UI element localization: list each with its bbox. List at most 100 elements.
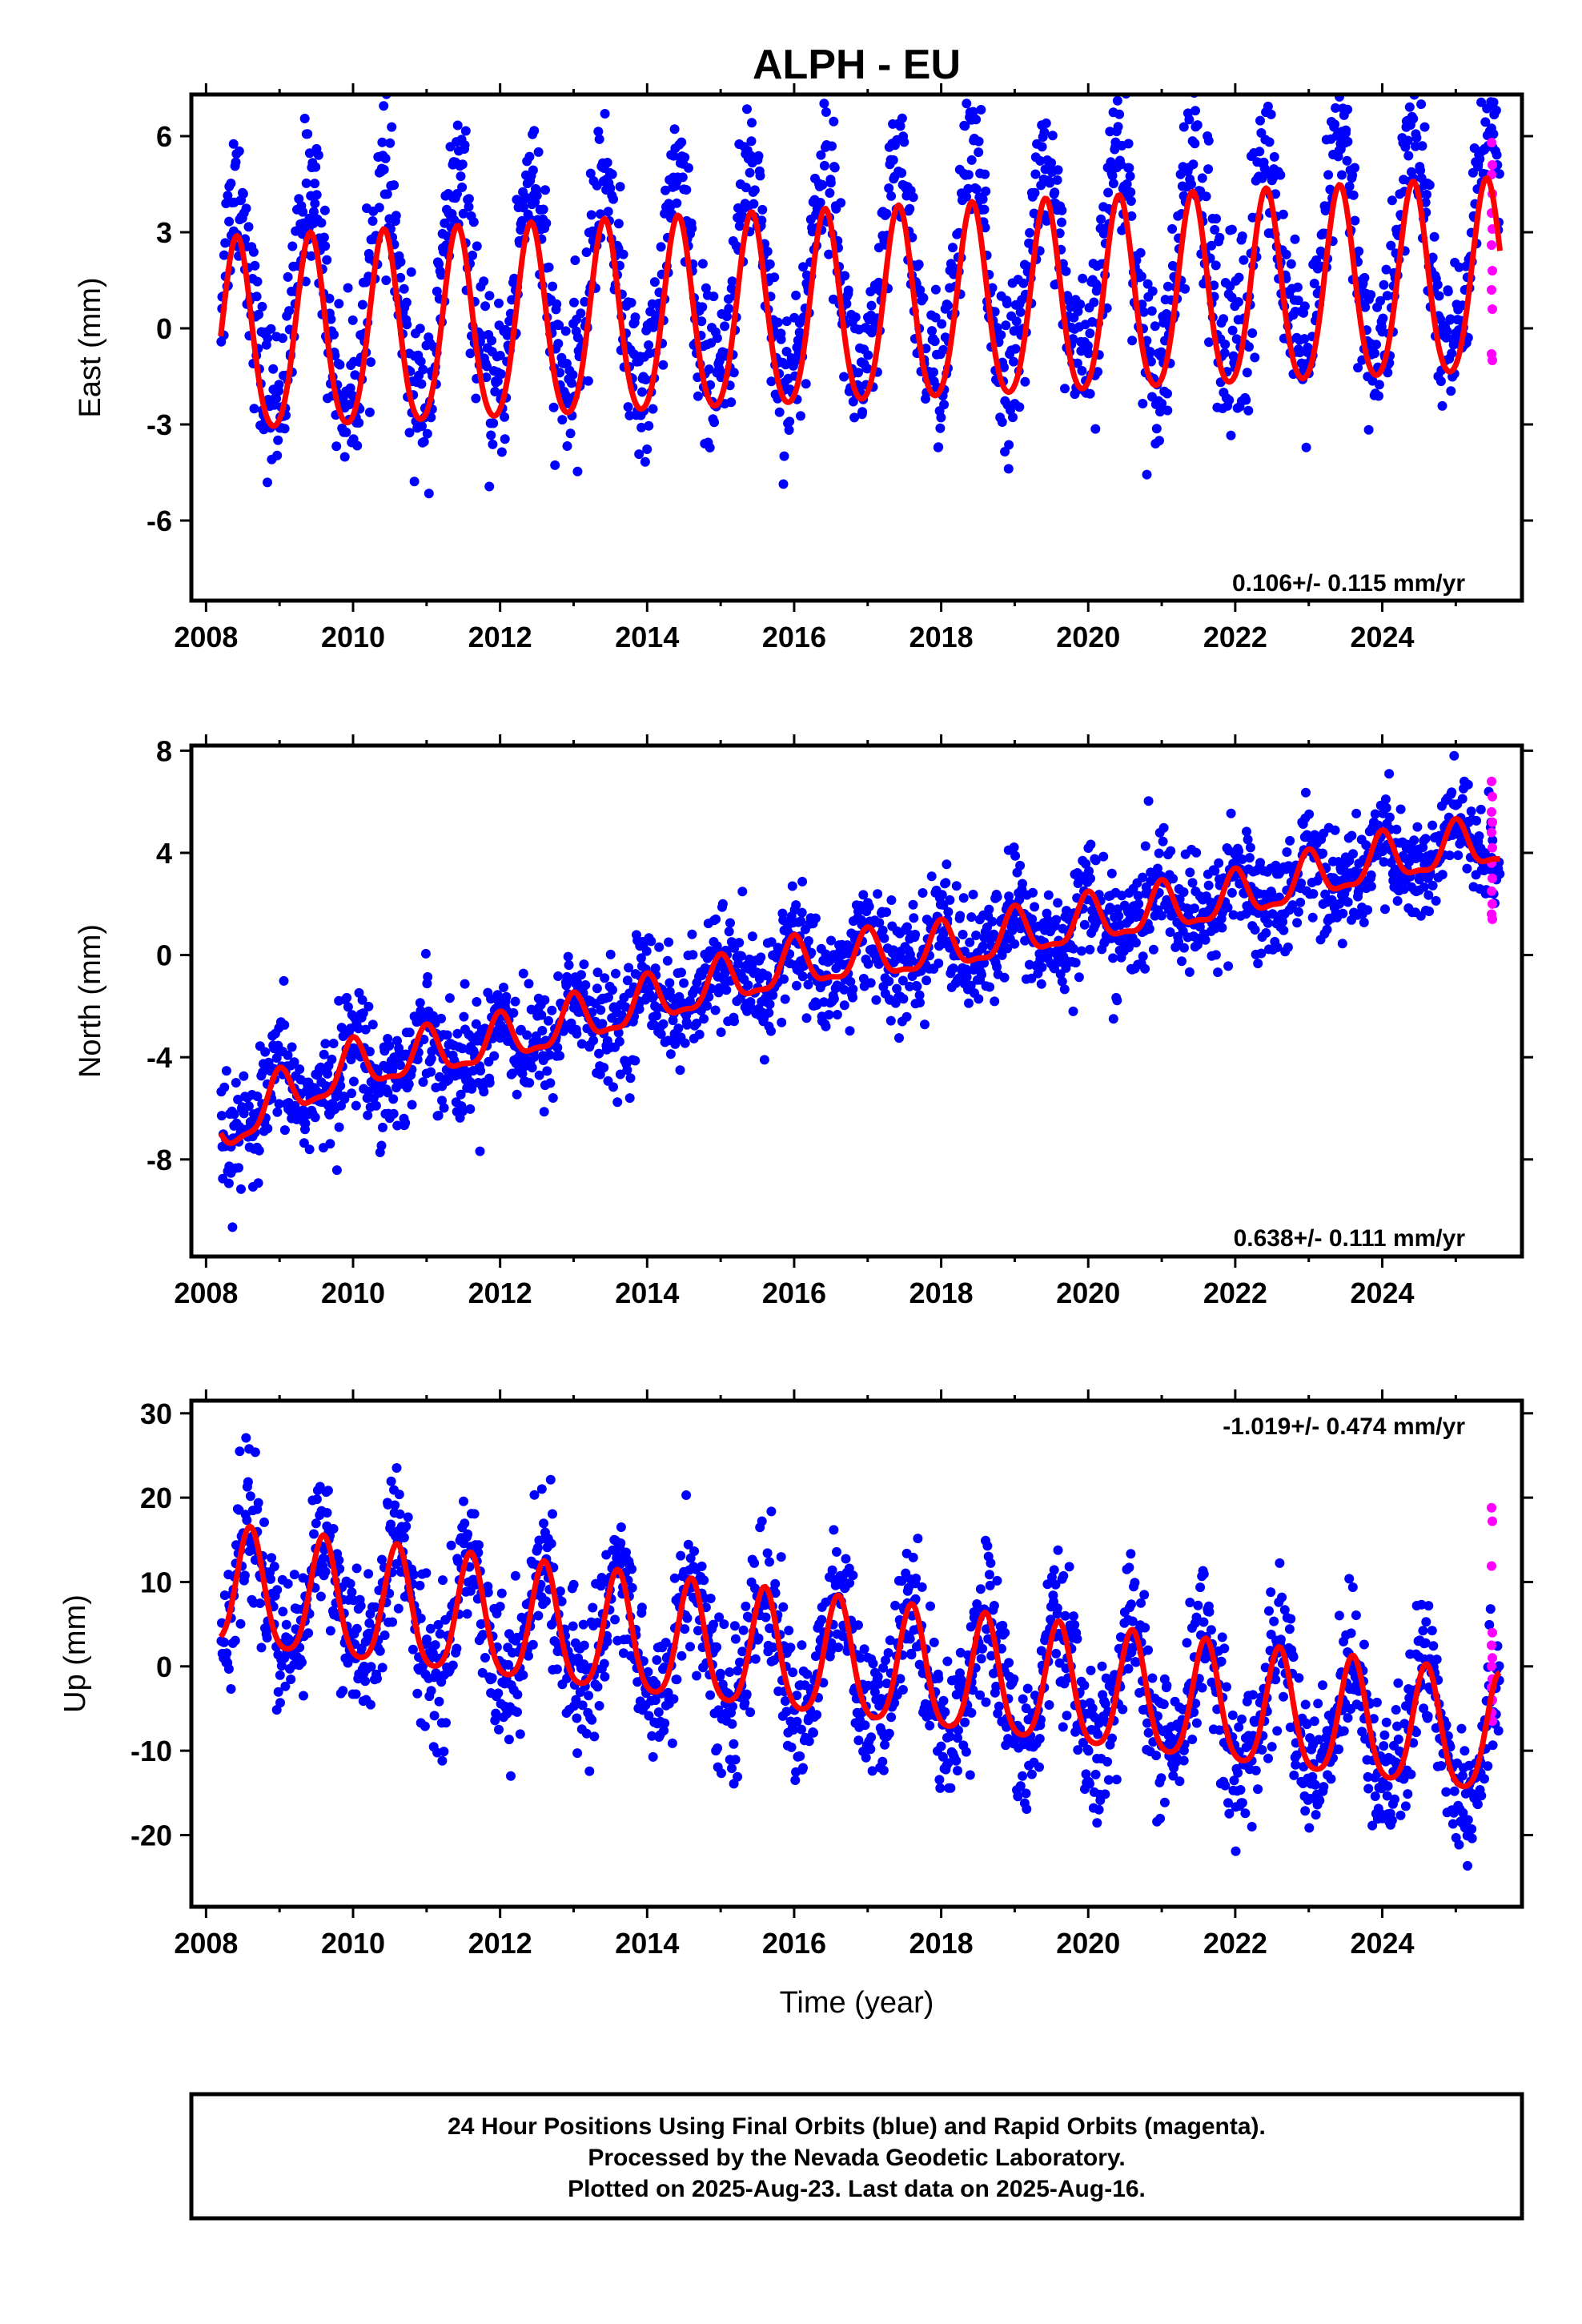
east-data-point	[1211, 214, 1222, 224]
east-data-point	[1350, 215, 1360, 226]
figure-title: ALPH - EU	[753, 42, 961, 88]
east-data-point	[927, 326, 937, 336]
up-data-point	[223, 1664, 234, 1674]
up-data-point	[618, 1648, 628, 1659]
north-data-point	[579, 959, 589, 970]
up-data-point	[226, 1684, 236, 1694]
east-data-point	[1075, 300, 1086, 309]
east-data-point	[1443, 287, 1453, 296]
north-data-point	[680, 1038, 690, 1048]
north-data-point	[467, 1084, 477, 1094]
east-data-point	[350, 370, 360, 380]
east-data-point	[524, 151, 535, 162]
up-data-point	[364, 1618, 375, 1628]
north-data-point	[747, 931, 757, 942]
up-data-point	[548, 1509, 557, 1519]
up-data-point	[459, 1496, 468, 1506]
up-data-point	[271, 1705, 282, 1715]
east-data-point	[1018, 278, 1029, 288]
east-data-point	[1295, 348, 1305, 358]
north-data-point	[364, 1047, 375, 1057]
east-data-point	[1408, 114, 1419, 124]
east-y-tick-label: 6	[156, 120, 172, 153]
north-data-point	[721, 985, 732, 995]
up-data-point	[533, 1610, 544, 1621]
north-data-point	[234, 1163, 243, 1173]
east-data-point	[602, 158, 612, 167]
north-data-point	[1292, 918, 1303, 928]
up-data-point	[273, 1687, 283, 1697]
east-data-point	[1203, 164, 1214, 175]
east-data-point	[656, 242, 666, 252]
north-data-point	[1261, 928, 1271, 938]
east-data-point	[1445, 314, 1456, 324]
north-data-point	[1293, 907, 1303, 917]
east-data-point	[1157, 398, 1167, 408]
north-data-point	[325, 1139, 335, 1149]
north-data-point	[289, 1057, 299, 1068]
up-data-point	[685, 1642, 695, 1652]
east-data-point	[1142, 279, 1153, 289]
up-data-point	[478, 1630, 488, 1640]
east-data-point	[538, 204, 548, 215]
up-data-point	[425, 1623, 436, 1634]
north-data-point	[917, 888, 928, 898]
up-data-point	[495, 1602, 505, 1612]
east-data-point	[1491, 105, 1501, 115]
north-data-point	[243, 1101, 254, 1112]
east-data-point	[1025, 227, 1035, 238]
up-data-point	[365, 1699, 375, 1710]
north-data-point	[1347, 830, 1357, 841]
east-data-point	[1155, 407, 1165, 417]
east-data-point	[1323, 170, 1334, 180]
north-data-point	[517, 1068, 528, 1079]
east-data-point	[1142, 469, 1152, 480]
east-data-point	[1124, 163, 1134, 173]
north-data-point	[254, 1145, 264, 1156]
north-data-point	[1014, 895, 1025, 905]
north-data-point	[1351, 808, 1362, 818]
east-data-point	[821, 107, 831, 117]
up-data-point	[370, 1602, 380, 1612]
north-data-point	[1338, 908, 1348, 919]
east-data-point	[1353, 363, 1363, 373]
east-data-point	[1090, 424, 1101, 434]
east-data-point	[709, 292, 719, 302]
east-data-point	[618, 249, 628, 259]
north-data-point	[1223, 961, 1234, 971]
east-data-point	[1344, 181, 1355, 191]
up-data-point	[644, 1711, 654, 1721]
north-data-point	[600, 973, 610, 983]
east-data-point	[1083, 348, 1094, 359]
east-data-point	[1197, 173, 1207, 183]
east-data-point	[568, 370, 578, 380]
east-data-point	[517, 215, 527, 226]
north-data-point	[1318, 848, 1328, 858]
north-data-point	[646, 936, 656, 947]
north-data-point	[1226, 808, 1236, 818]
north-data-point	[987, 916, 998, 927]
up-data-point	[446, 1540, 456, 1550]
east-data-point	[555, 368, 565, 378]
east-data-point	[742, 104, 752, 115]
east-data-point	[335, 360, 345, 370]
east-data-point	[677, 137, 687, 147]
east-data-point	[853, 368, 863, 378]
north-data-point	[1437, 870, 1447, 880]
east-data-point	[251, 292, 262, 302]
north-data-point	[388, 1108, 399, 1119]
east-data-point	[1188, 159, 1199, 170]
east-data-point	[1422, 189, 1431, 199]
east-rapid-point	[1487, 285, 1496, 295]
north-data-point	[1391, 824, 1402, 834]
east-data-point	[1293, 296, 1303, 306]
up-data-point	[729, 1621, 740, 1631]
east-data-point	[1382, 291, 1392, 301]
north-data-point	[1114, 911, 1124, 921]
east-data-point	[409, 476, 420, 487]
east-data-point	[345, 383, 355, 393]
east-data-point	[1113, 122, 1123, 132]
up-data-point	[360, 1676, 371, 1687]
east-data-point	[560, 326, 571, 336]
north-data-point	[656, 1029, 666, 1039]
